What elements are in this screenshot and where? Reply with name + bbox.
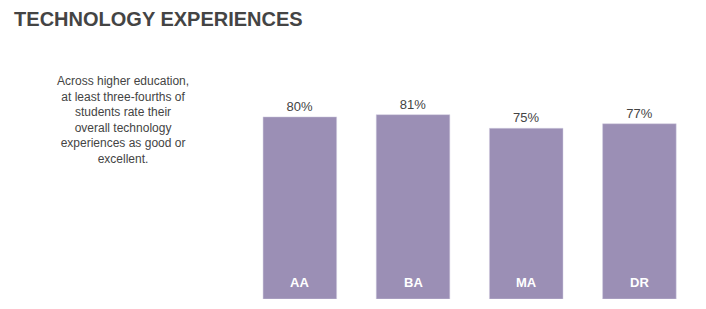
svg-text:TECHNOLOGY EXPERIENCES: TECHNOLOGY EXPERIENCES: [14, 8, 303, 30]
svg-text:81%: 81%: [400, 97, 426, 112]
svg-text:BA: BA: [404, 275, 423, 290]
svg-text:AA: AA: [290, 275, 309, 290]
svg-text:Across higher education,at lea: Across higher education,at least three-f…: [57, 74, 189, 166]
svg-text:MA: MA: [516, 275, 537, 290]
svg-text:75%: 75%: [513, 110, 539, 125]
svg-text:80%: 80%: [287, 99, 313, 114]
svg-text:DR: DR: [630, 275, 649, 290]
svg-text:77%: 77%: [626, 106, 652, 121]
